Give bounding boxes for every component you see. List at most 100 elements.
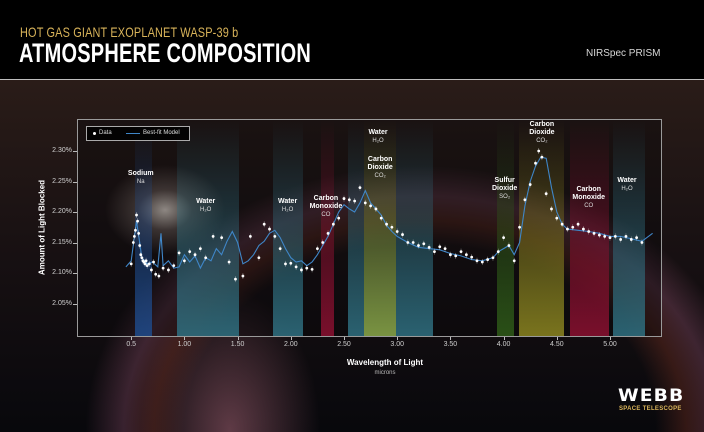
absorption-band: [320, 120, 335, 336]
data-point: [401, 233, 404, 236]
data-point: [152, 260, 155, 264]
data-point: [273, 235, 277, 238]
data-point: [289, 261, 293, 265]
x-tick-mark: [344, 337, 345, 340]
data-point: [496, 250, 500, 254]
data-point: [523, 198, 527, 202]
data-point: [248, 235, 252, 238]
data-point: [211, 235, 215, 238]
subtitle: HOT GAS GIANT EXOPLANET WASP-39 b: [20, 24, 239, 40]
absorption-band: [396, 120, 434, 336]
data-point: [257, 256, 261, 260]
data-point: [227, 260, 231, 264]
molecule-name: Water: [277, 198, 298, 205]
data-point: [454, 254, 458, 258]
x-tick-mark: [131, 337, 133, 340]
data-point: [353, 199, 357, 203]
molecule-formula: SO₂: [499, 194, 511, 200]
data-point: [624, 235, 628, 238]
x-tick-label: 1.00: [177, 341, 192, 348]
data-point: [268, 227, 271, 231]
data-point: [518, 225, 521, 229]
molecule-label: Carbon Monoxide CO: [559, 186, 619, 210]
data-point: [188, 250, 192, 254]
data-point: [342, 197, 346, 200]
data-point: [433, 250, 436, 254]
y-tick-label: 2.05%: [52, 299, 72, 307]
molecule-label: Water H₂O: [348, 129, 408, 145]
data-point: [449, 253, 452, 257]
data-point: [613, 235, 617, 238]
molecule-name: Carbon: [313, 195, 339, 202]
absorption-band: [135, 120, 153, 336]
x-tick-label: 2.50: [337, 341, 351, 348]
webb-logo-tagline: SPACE TELESCOPE: [619, 406, 682, 412]
molecule-name: Sulfur: [494, 177, 515, 184]
legend-data-label: Data: [99, 130, 112, 136]
absorption-band: [497, 120, 515, 336]
data-point: [640, 241, 644, 244]
data-point: [143, 262, 147, 266]
header-divider: [0, 79, 704, 80]
data-point: [619, 238, 623, 241]
x-tick-mark: [237, 337, 239, 340]
data-point: [603, 235, 607, 238]
x-tick-label: 3.00: [390, 341, 404, 348]
molecule-name: Dioxide: [367, 164, 393, 171]
molecule-formula: H₂O: [621, 186, 633, 192]
x-tick-label: 1.50: [230, 341, 245, 348]
data-point: [374, 207, 378, 211]
data-point: [161, 266, 165, 270]
molecule-name: Carbon: [529, 121, 555, 128]
data-point: [300, 268, 303, 272]
data-point: [540, 155, 544, 159]
y-tick-mark: [73, 181, 77, 183]
data-point: [140, 256, 144, 260]
data-point: [278, 247, 282, 251]
data-point: [316, 247, 319, 251]
molecule-label: Sodium Na: [111, 170, 171, 186]
data-point: [550, 207, 553, 211]
y-tick-label: 2.10%: [52, 269, 72, 276]
y-tick-label: 2.15%: [52, 238, 72, 246]
data-point: [220, 236, 224, 240]
data-point: [144, 259, 148, 263]
data-point: [491, 256, 495, 260]
molecule-name: Monoxide: [572, 194, 606, 201]
instrument-label: NIRSpec PRISM: [586, 48, 661, 59]
y-tick-label: 2.25%: [52, 177, 72, 185]
x-tick-mark: [450, 337, 452, 340]
x-tick-label: 0.5: [126, 341, 137, 348]
data-point: [587, 230, 591, 233]
data-point: [132, 235, 136, 238]
x-tick-mark: [503, 337, 505, 340]
data-point: [135, 213, 138, 217]
molecule-label: Water H₂O: [176, 198, 236, 214]
data-point: [534, 161, 537, 165]
data-point: [363, 201, 367, 205]
data-point: [555, 216, 559, 220]
y-tick-mark: [73, 212, 77, 213]
molecule-label: Carbon Dioxide CO₂: [512, 121, 572, 145]
molecule-name: Monoxide: [309, 203, 343, 210]
data-point: [528, 183, 532, 186]
data-point: [262, 222, 266, 226]
x-axis-label: Wavelength of Light: [346, 358, 424, 367]
data-point: [326, 231, 330, 235]
data-point: [321, 241, 325, 244]
data-point: [635, 236, 638, 240]
molecule-name: Water: [196, 198, 216, 205]
x-tick-mark: [290, 337, 292, 340]
data-point: [150, 268, 153, 272]
molecule-name: Water: [368, 129, 388, 136]
data-point: [154, 272, 158, 276]
data-point: [422, 242, 426, 246]
data-point: [464, 253, 468, 257]
data-point: [597, 233, 601, 237]
data-point: [629, 238, 633, 241]
data-point: [347, 198, 351, 202]
data-point: [544, 192, 548, 196]
data-point: [502, 236, 505, 240]
data-point: [204, 256, 208, 260]
